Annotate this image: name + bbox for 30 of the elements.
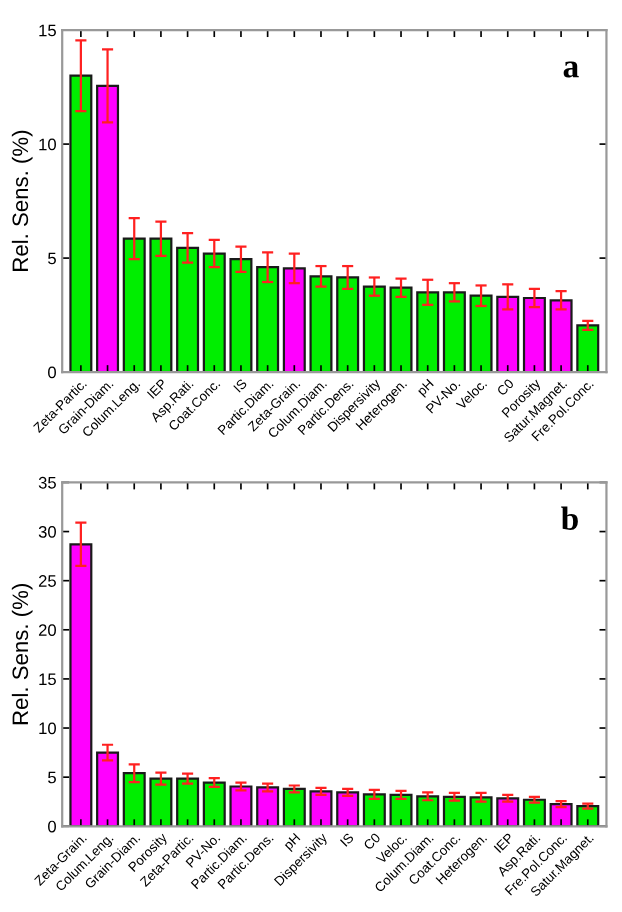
bar [96, 84, 120, 373]
annotation: b [561, 506, 578, 530]
bar [362, 285, 386, 373]
y-axis-title: Rel. Sens. (%) [11, 584, 33, 725]
bar [176, 246, 200, 373]
y-tick-label: 0 [48, 366, 56, 379]
y-tick-label: 15 [39, 673, 56, 686]
y-tick-label: 35 [38, 476, 56, 489]
y-tick-label: 0 [48, 820, 56, 833]
bar [522, 296, 546, 373]
bar [442, 291, 466, 373]
bar [176, 777, 200, 827]
bar [362, 793, 386, 827]
bar [442, 795, 466, 827]
y-tick-label: 30 [38, 525, 56, 538]
y-tick-label: 20 [38, 624, 56, 636]
y-tick-label: 25 [38, 575, 56, 587]
bar [96, 751, 120, 827]
bar [256, 786, 280, 827]
y-tick-label: 5 [48, 771, 56, 784]
y-tick-label: 15 [39, 24, 56, 37]
y-tick-label: 10 [39, 138, 56, 151]
bar [69, 74, 93, 373]
bar [69, 543, 93, 827]
y-tick-label: 10 [39, 722, 56, 735]
bar [522, 798, 546, 827]
annotation: a [563, 61, 579, 78]
y-axis-title: Rel. Sens. (%) [11, 130, 33, 271]
bar [256, 266, 280, 373]
y-tick-label: 5 [48, 252, 56, 265]
